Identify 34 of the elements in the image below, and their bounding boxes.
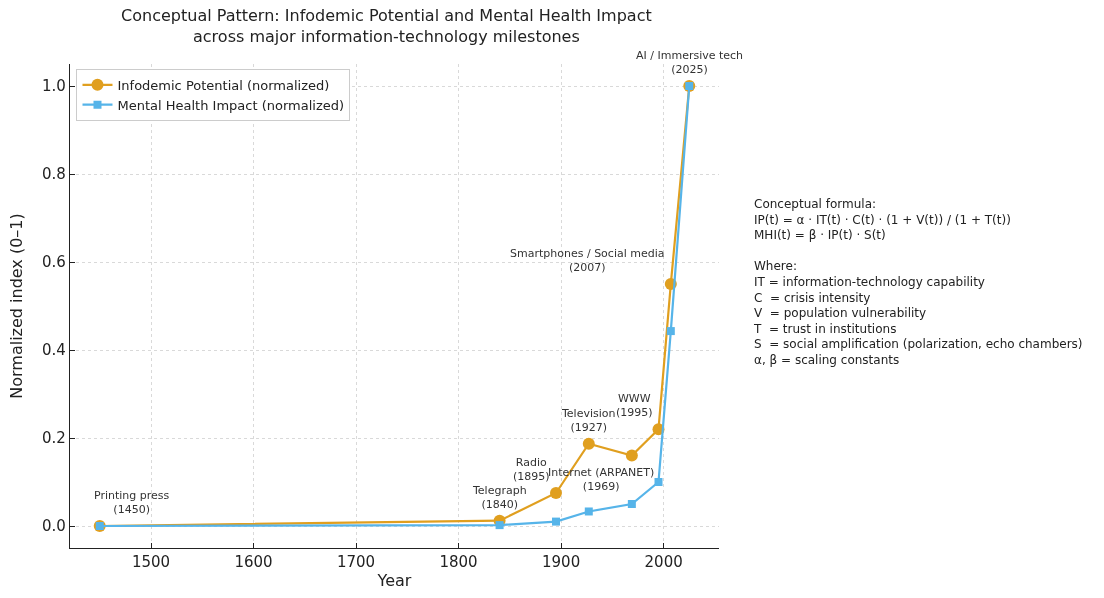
- y-tick-label: 0.2: [41, 429, 66, 448]
- x-tick-label: 1700: [336, 553, 376, 572]
- x-tick-label: 1500: [131, 553, 171, 572]
- legend-label: Infodemic Potential (normalized): [117, 77, 330, 93]
- text: Conceptual formula: IP(t) = α · IT(t) · C(t) · (1 + V(t)) / (1 + T(t)) MHI(t) = β · IP(t) · S(t) Where: IT = information-technology capability C = crisis intensity V = population vulnerability T = trust in institutions S = social amplification (polarization, echo chambers) α, β = scaling constants: [754, 197, 1083, 367]
- legend-label: Mental Health Impact (normalized): [117, 97, 345, 113]
- point: [627, 500, 636, 508]
- point: [625, 449, 638, 462]
- point: [549, 487, 562, 499]
- point: [495, 521, 504, 530]
- point: [551, 517, 560, 526]
- annotation: Smartphones / Social media (2007): [510, 247, 665, 275]
- annotation: AI / Immersive tech (2025): [636, 49, 744, 77]
- x-tick-label: 1900: [542, 553, 581, 572]
- point: [654, 478, 663, 486]
- annotation: Telegraph (1840): [472, 484, 527, 512]
- x-tick-label: 1800: [439, 553, 478, 572]
- point: [582, 437, 595, 450]
- annotation: Printing press (1450): [94, 489, 170, 517]
- y-tick-label: 0.0: [41, 517, 66, 536]
- chart-title: Conceptual Pattern: Infodemic Potential and Mental Health Impact across major information-technology milestones: [121, 5, 652, 46]
- annotation: Radio (1895): [513, 456, 550, 484]
- point: [666, 327, 675, 336]
- x-tick-label: 1600: [234, 553, 273, 572]
- y-axis-title: Normalized index (0–1): [6, 213, 26, 399]
- y-tick-label: 0.6: [41, 253, 66, 272]
- annotation: Television (1927): [561, 407, 616, 435]
- x-axis-title: Year: [376, 570, 412, 590]
- x-tick-label: 2000: [644, 553, 683, 572]
- y-tick-label: 0.4: [41, 341, 66, 360]
- y-tick-label: 0.8: [41, 165, 66, 184]
- y-tick-label: 1.0: [41, 77, 66, 96]
- point: [584, 507, 593, 516]
- annotation: WWW (1995): [616, 392, 653, 420]
